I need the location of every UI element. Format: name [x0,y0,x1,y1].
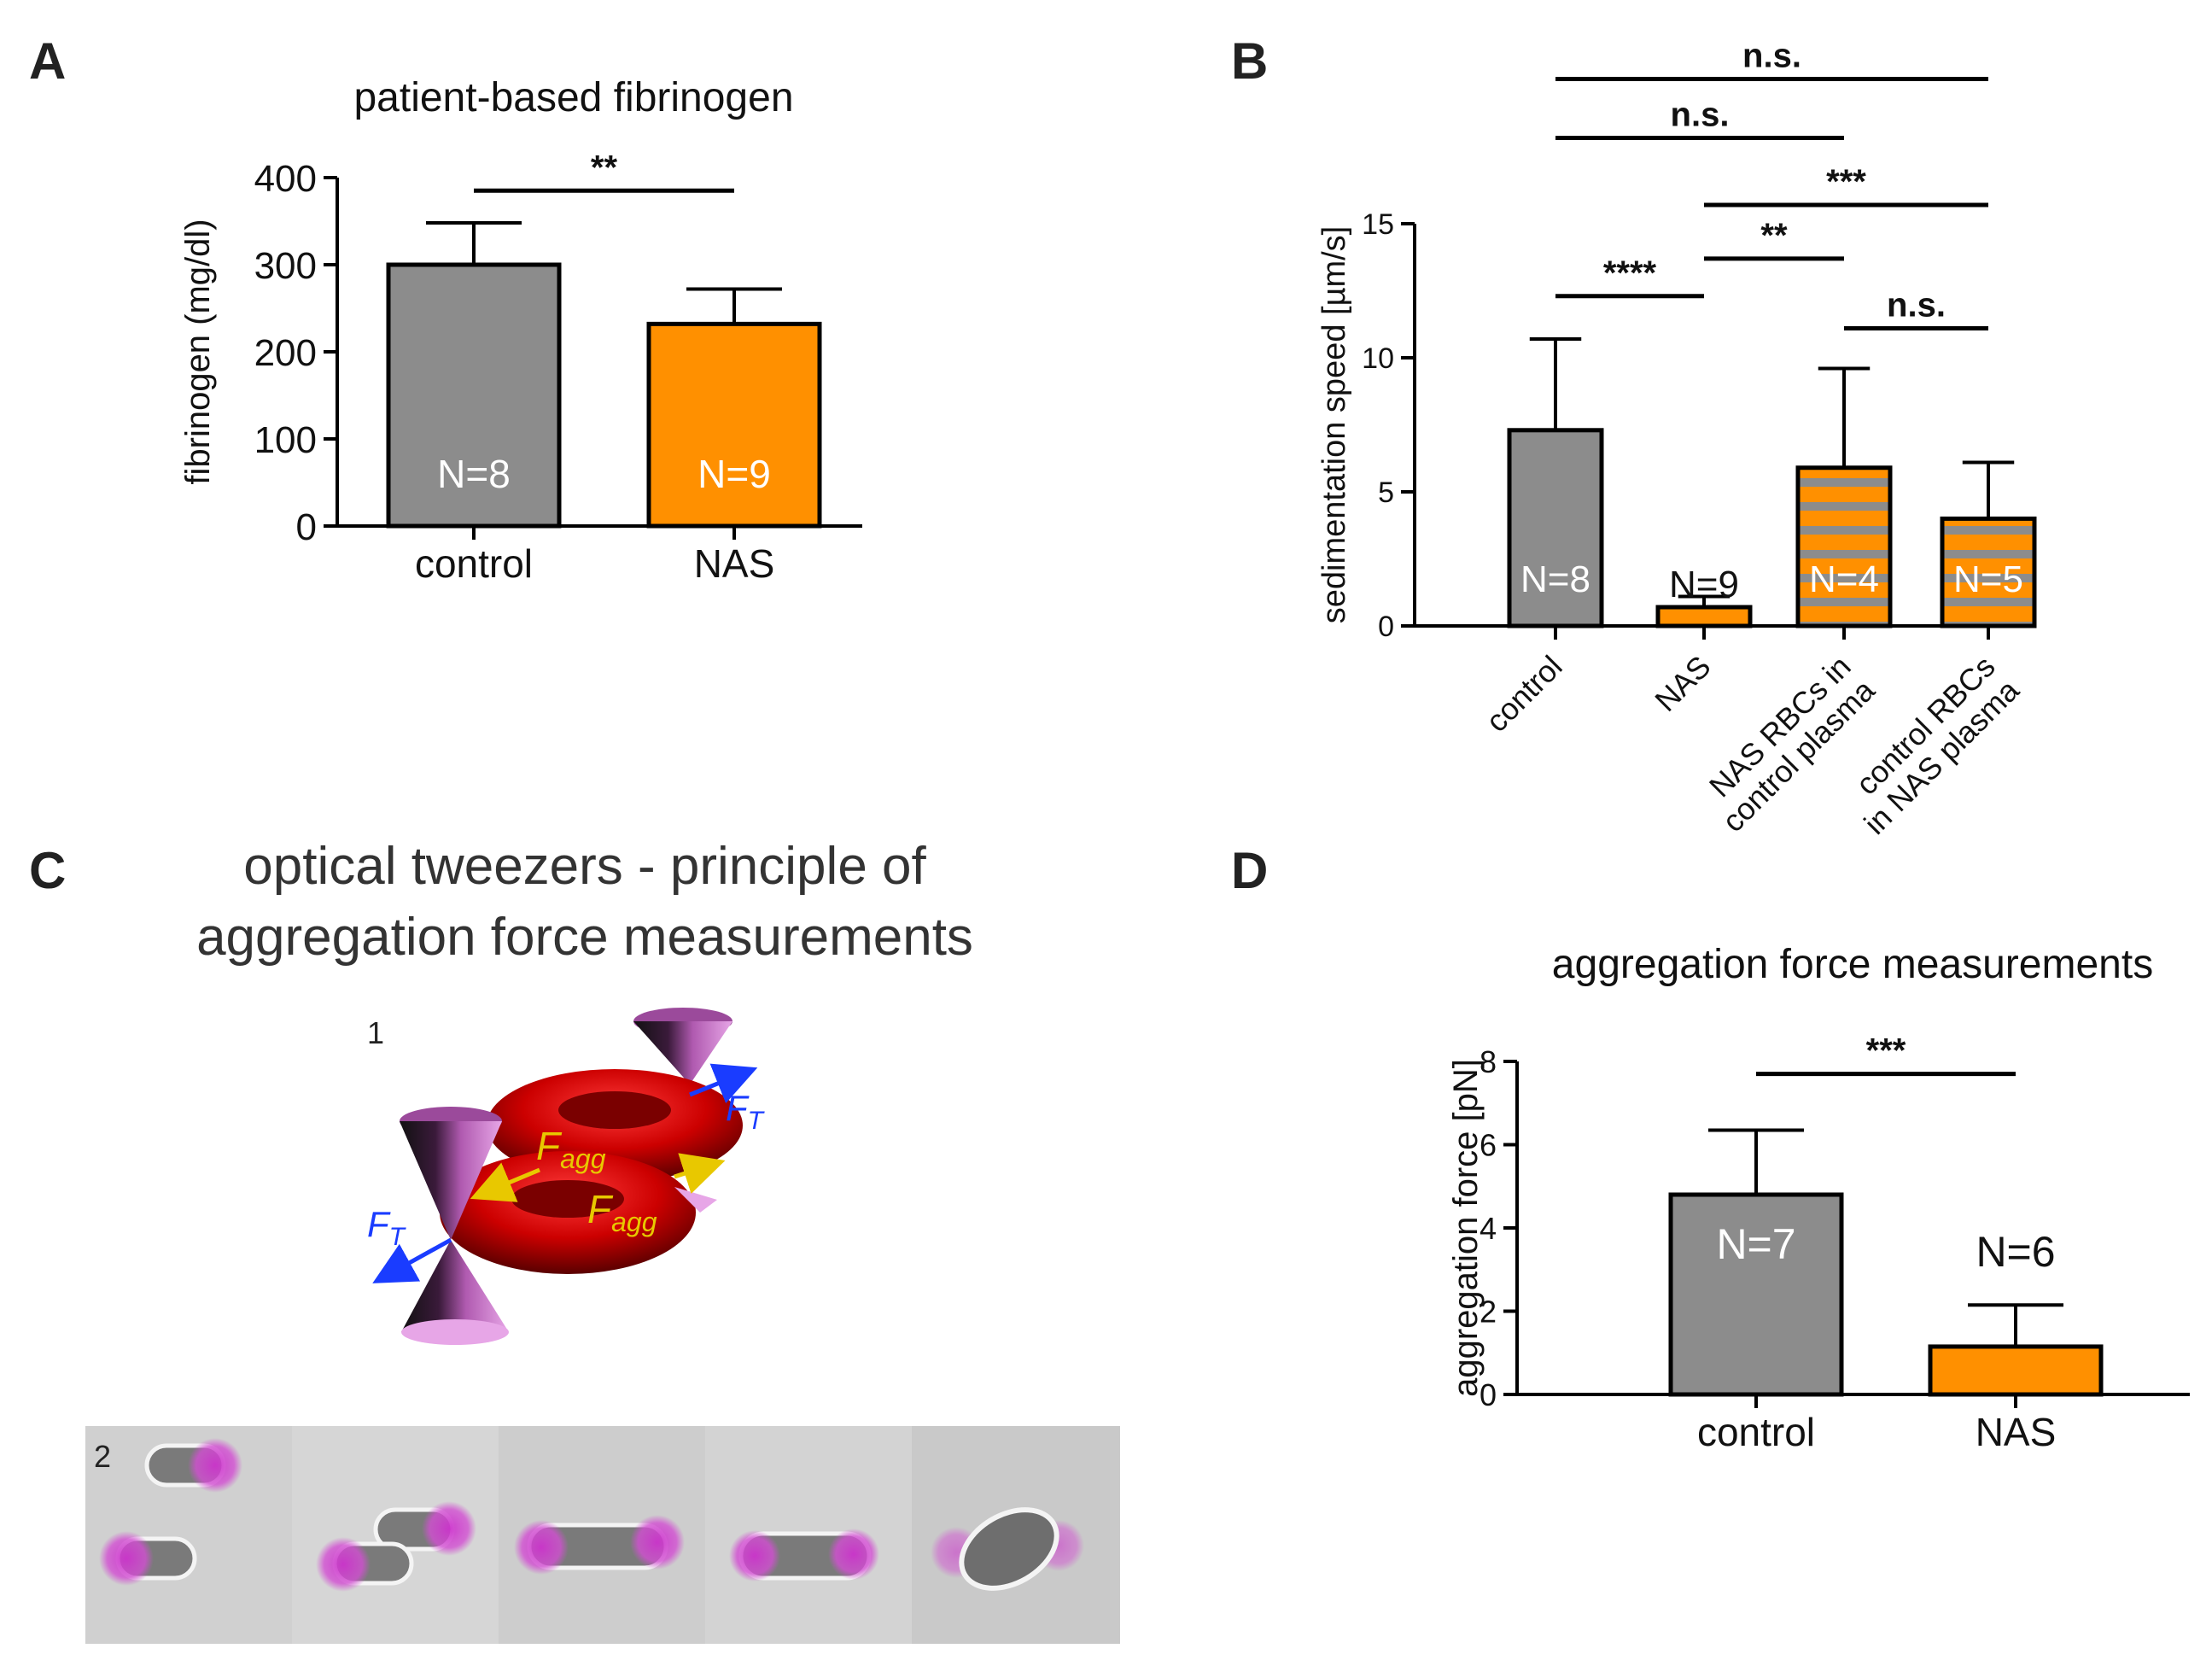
force-trap-label-1: FT [367,1204,407,1251]
y-axis-label: fibrinogen (mg/dl) [179,219,217,484]
force-agg-label-1: Fagg [536,1124,606,1174]
significance-label: *** [1866,1032,1906,1070]
significance-label: *** [1826,163,1866,201]
y-tick-label: 5 [1378,476,1394,509]
force-trap-arrow-2 [689,1063,758,1104]
x-category-label: NAS [1648,649,1717,718]
force-trap-label-2: FT [726,1088,766,1135]
x-category-label: control [1479,649,1568,739]
significance-label: ** [591,149,618,186]
significance-label: n.s. [1742,37,1801,74]
n-label: N=9 [697,452,771,496]
x-category-label: control [1697,1410,1815,1454]
force-agg-arrow-1 [470,1162,540,1202]
step-1-label: 1 [367,1015,384,1050]
y-tick-label: 8 [1480,1044,1497,1079]
n-label: N=5 [1953,558,2023,600]
rbc-illustration: Fagg Fagg FT FT [367,1008,766,1345]
y-tick-label: 100 [254,419,317,461]
bar-control-rbcs-in-nas-plasma [1940,516,2037,628]
trap-cone-top-right [633,1008,732,1084]
y-tick-label: 15 [1362,208,1394,241]
x-category-label: NAS RBCs incontrol plasma [1691,648,1882,839]
y-tick-label: 6 [1480,1127,1497,1162]
force-agg-arrow-2 [674,1153,726,1195]
n-label: N=4 [1809,558,1879,600]
y-tick-label: 2 [1480,1294,1497,1329]
panel-c-diagram: optical tweezers - principle of aggregat… [85,837,1120,1644]
x-category-label: NAS [1976,1410,2057,1454]
panel-letter-c: C [29,842,66,899]
x-category-label: control RBCsin NAS plasma [1833,648,2026,841]
panel-letter-b: B [1231,32,1268,90]
n-label: N=8 [1520,558,1590,600]
step-2-label: 2 [94,1439,111,1474]
bar-nas-rbcs-in-control-plasma [1795,465,1893,628]
diagram-title-line1: optical tweezers - principle of [243,837,926,896]
bar-nas [646,321,822,529]
microscopy-strip: 2 [85,1426,1120,1644]
significance-label: ** [1760,217,1788,254]
chart-title: patient-based fibrinogen [353,75,793,120]
bar-nas [1655,605,1753,628]
panel-letter-d: D [1231,842,1268,899]
y-tick-label: 400 [254,158,317,200]
chart-d-aggregation-force: aggregation force measurements aggregatio… [1447,942,2190,1454]
bar-control [386,262,562,529]
y-axis-label: aggregation force [pN] [1447,1059,1485,1397]
chart-a-fibrinogen: patient-based fibrinogen fibrinogen (mg/d… [179,75,862,586]
significance-label: n.s. [1887,286,1946,324]
y-axis-label: sedimentation speed [µm/s] [1316,226,1352,623]
n-label: N=8 [437,452,511,496]
trap-cone-left [400,1107,509,1345]
significance-label: **** [1603,254,1657,292]
y-tick-label: 200 [254,332,317,374]
force-trap-arrow-1 [372,1237,452,1283]
bar-nas [1928,1344,2104,1397]
y-tick-label: 10 [1362,342,1394,375]
force-agg-label-2: Fagg [587,1187,657,1237]
diagram-title-line2: aggregation force measurements [196,908,973,967]
panel-letter-a: A [29,32,66,90]
bar-control [1668,1192,1844,1397]
y-tick-label: 0 [1378,611,1394,643]
n-label: N=9 [1669,564,1739,605]
significance-label: n.s. [1671,96,1730,134]
y-tick-label: 300 [254,245,317,287]
y-tick-label: 4 [1480,1211,1497,1246]
n-label: N=6 [1976,1228,2055,1276]
chart-b-sedimentation: sedimentation speed [µm/s] 0 5 10 15 control N… [1316,37,2037,841]
x-category-label: NAS [694,541,775,586]
chart-title: aggregation force measurements [1552,942,2153,987]
y-tick-label: 0 [1480,1377,1497,1412]
y-tick-label: 0 [296,506,317,548]
x-category-label: control [415,541,533,586]
n-label: N=7 [1716,1220,1795,1268]
